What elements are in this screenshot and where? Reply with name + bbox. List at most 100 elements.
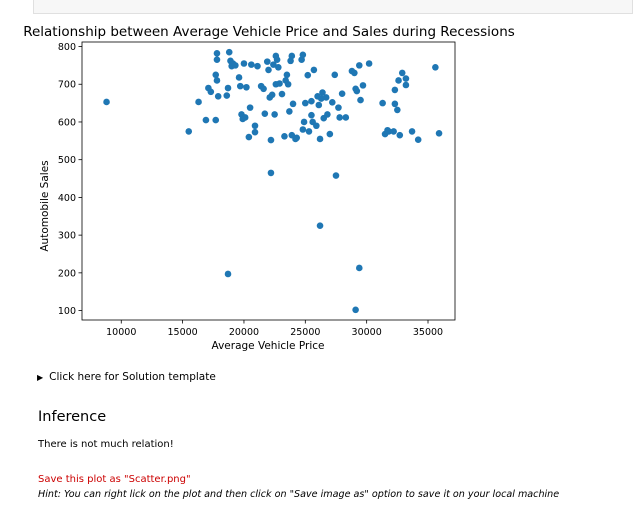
scatter-point: [308, 97, 315, 105]
scatter-point: [402, 75, 410, 82]
scatter-point: [396, 131, 404, 139]
scatter-point: [225, 48, 233, 56]
scatter-point: [213, 77, 221, 84]
x-tick-label: 10000: [106, 327, 136, 338]
scatter-point: [322, 94, 330, 101]
scatter-point: [260, 85, 267, 93]
x-axis-label: Average Vehicle Price: [212, 340, 325, 352]
save-hint: Hint: You can right lick on the plot and…: [38, 489, 560, 500]
scatter-point: [273, 56, 281, 64]
scatter-point: [103, 98, 110, 106]
x-tick-label: 30000: [352, 327, 382, 338]
scatter-point: [353, 87, 361, 95]
y-tick-label: 400: [58, 193, 76, 204]
chart-title: Relationship between Average Vehicle Pri…: [23, 24, 515, 40]
scatter-point: [235, 74, 243, 81]
y-tick-label: 800: [58, 42, 76, 53]
disclosure-triangle-icon: ▶: [37, 373, 44, 382]
scatter-point: [329, 99, 336, 106]
scatter-point: [408, 128, 416, 135]
scatter-point: [379, 99, 386, 107]
scatter-point: [293, 134, 301, 142]
scatter-point: [265, 66, 272, 74]
scatter-point: [261, 110, 269, 117]
scatter-point: [299, 51, 307, 59]
scatter-point: [268, 91, 276, 99]
scatter-point: [286, 108, 293, 115]
y-tick-label: 100: [58, 306, 76, 317]
y-tick-label: 700: [58, 80, 76, 91]
x-tick-label: 15000: [167, 327, 197, 338]
scatter-point: [284, 80, 292, 88]
scatter-point: [335, 104, 342, 111]
scatter-point: [331, 71, 339, 79]
scatter-point: [391, 100, 399, 108]
y-tick-label: 500: [58, 155, 76, 166]
scatter-point: [246, 104, 254, 111]
scatter-point: [212, 116, 220, 124]
scatter-point: [214, 93, 222, 100]
scatter-point: [243, 83, 250, 91]
scatter-point: [398, 69, 406, 77]
scatter-chart[interactable]: Relationship between Average Vehicle Pri…: [0, 18, 633, 358]
scatter-point: [435, 129, 443, 137]
scatter-point: [316, 135, 324, 143]
scatter-point: [313, 122, 320, 130]
scatter-point: [283, 71, 291, 79]
scatter-point: [278, 90, 286, 98]
scatter-point: [254, 62, 261, 70]
scatter-point: [288, 52, 296, 60]
y-axis-label: Automobile Sales: [39, 160, 51, 251]
scatter-point: [352, 306, 359, 314]
scatter-point: [357, 96, 364, 104]
scatter-point: [332, 172, 340, 179]
scatter-point: [326, 130, 334, 138]
x-tick-label: 20000: [229, 327, 259, 338]
scatter-point: [213, 50, 221, 57]
scatter-point: [395, 77, 402, 84]
scatter-point: [385, 128, 393, 135]
x-tick-label: 25000: [290, 327, 320, 338]
scatter-point: [185, 128, 193, 135]
solution-template-toggle[interactable]: ▶ Click here for Solution template: [37, 371, 216, 383]
plot-frame: [81, 41, 456, 321]
scatter-points: [103, 48, 443, 314]
scatter-point: [271, 111, 278, 118]
y-tick-label: 300: [58, 231, 76, 242]
scatter-point: [251, 122, 259, 130]
scatter-point: [342, 114, 350, 121]
scatter-point: [267, 136, 275, 144]
scatter-point: [281, 133, 288, 140]
scatter-point: [299, 126, 307, 133]
scatter-point: [315, 101, 323, 109]
scatter-point: [241, 114, 249, 121]
scatter-point: [267, 169, 275, 177]
scatter-point: [355, 62, 363, 69]
scatter-point: [324, 111, 331, 118]
scatter-point: [300, 118, 308, 126]
scatter-point: [414, 136, 422, 143]
scatter-point: [365, 60, 373, 67]
scatter-point: [391, 86, 399, 94]
previous-cell-output-area: [33, 0, 633, 14]
y-axis: 100 200 300 400 500 600 700 800: [58, 42, 82, 317]
scatter-point: [316, 222, 324, 229]
y-tick-label: 600: [58, 117, 76, 128]
scatter-point: [359, 82, 367, 89]
scatter-point: [310, 66, 318, 74]
scatter-point: [202, 116, 210, 124]
scatter-point: [212, 71, 220, 79]
inference-text: There is not much relation!: [38, 439, 174, 450]
scatter-point: [251, 128, 259, 136]
scatter-point: [245, 133, 253, 141]
scatter-point: [390, 128, 397, 135]
scatter-point: [248, 61, 255, 68]
scatter-point: [432, 63, 439, 71]
scatter-point: [308, 111, 315, 119]
scatter-point: [304, 71, 312, 79]
scatter-point: [275, 63, 282, 71]
scatter-point: [355, 264, 363, 272]
scatter-point: [223, 92, 231, 99]
scatter-point: [305, 128, 313, 135]
scatter-point: [351, 69, 358, 77]
